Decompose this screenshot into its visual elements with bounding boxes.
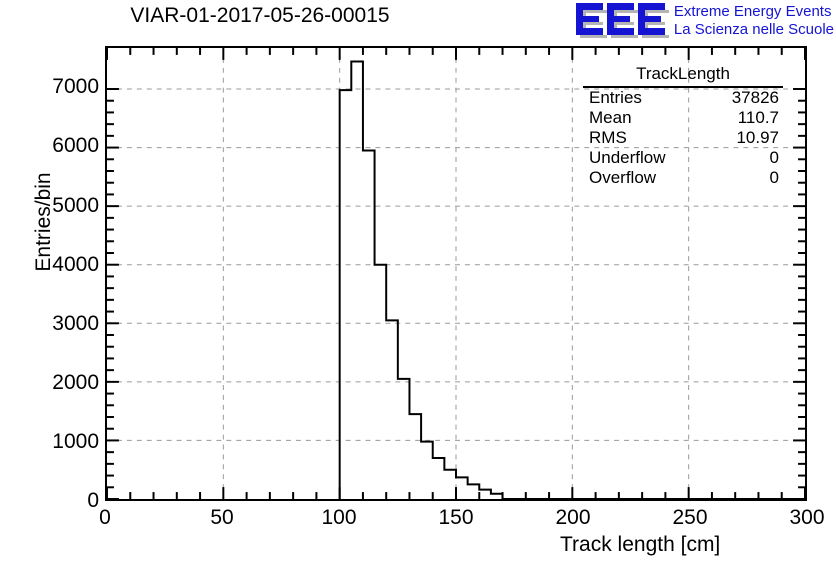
tick-layer: [107, 48, 805, 499]
x-tick-label-3: 150: [438, 506, 474, 529]
eee-logo-line2: La Scienza nelle Scuole: [673, 21, 834, 38]
stats-value: 37826: [731, 88, 779, 107]
stats-value: 0: [769, 168, 779, 187]
plot-frame: [105, 46, 807, 501]
stats-key: Overflow: [589, 168, 657, 187]
stats-row: Underflow 0: [583, 148, 783, 168]
stats-rows: Entries 37826 Mean 110.7 RMS 10.97 Underflow 0 O…: [583, 88, 783, 188]
stats-row: RMS 10.97: [583, 128, 783, 148]
grid-layer: [107, 48, 805, 499]
histogram-series: [338, 60, 805, 499]
stats-value: 10.97: [736, 128, 779, 147]
y-tick-label-3: 3000: [52, 311, 99, 335]
page-title: VIAR-01-2017-05-26-00015: [130, 4, 390, 27]
x-tick-label-5: 250: [672, 506, 708, 529]
eee-logo-line1: Extreme Energy Events: [673, 3, 832, 20]
stats-key: Underflow: [589, 148, 666, 167]
eee-letter-1: [575, 3, 607, 38]
stats-value: 110.7: [737, 108, 779, 127]
y-tick-label-6: 6000: [52, 134, 99, 158]
x-tick-label-1: 50: [210, 506, 234, 529]
eee-letter-3: [637, 3, 669, 38]
x-tick-label-0: 0: [99, 506, 111, 529]
x-axis-tick-labels: 0 50 100 150 200 250 300: [99, 506, 824, 534]
stats-row: Mean 110.7: [583, 108, 783, 128]
y-tick-label-4: 4000: [52, 252, 99, 276]
y-tick-label-7: 7000: [52, 75, 99, 99]
x-tick-label-6: 300: [789, 506, 825, 529]
eee-logo-text: Extreme Energy Events La Scienza nelle S…: [674, 2, 834, 39]
y-axis-tick-labels: 0 1000 2000 3000 4000 5000 6000 7000: [27, 46, 99, 512]
eee-letter-2: [606, 3, 638, 38]
eee-logo-mark: [575, 3, 669, 38]
stats-row: Entries 37826: [583, 88, 783, 108]
x-tick-label-2: 100: [321, 506, 357, 529]
eee-logo: Extreme Energy Events La Scienza nelle S…: [575, 2, 834, 40]
stats-key: RMS: [589, 128, 627, 147]
stats-key: Entries: [589, 88, 642, 107]
y-tick-label-5: 5000: [52, 193, 99, 217]
x-tick-label-4: 200: [555, 506, 591, 529]
stats-title: TrackLength: [583, 64, 783, 88]
x-axis-title: Track length [cm]: [560, 533, 721, 556]
stats-row: Overflow 0: [583, 168, 783, 188]
stats-key: Mean: [589, 108, 632, 127]
y-tick-label-2: 2000: [52, 370, 99, 394]
stats-value: 0: [769, 148, 779, 167]
y-tick-label-0: 0: [87, 489, 99, 512]
stats-box: TrackLength Entries 37826 Mean 110.7 RMS 10.9…: [583, 64, 783, 188]
y-tick-label-1: 1000: [52, 429, 99, 453]
